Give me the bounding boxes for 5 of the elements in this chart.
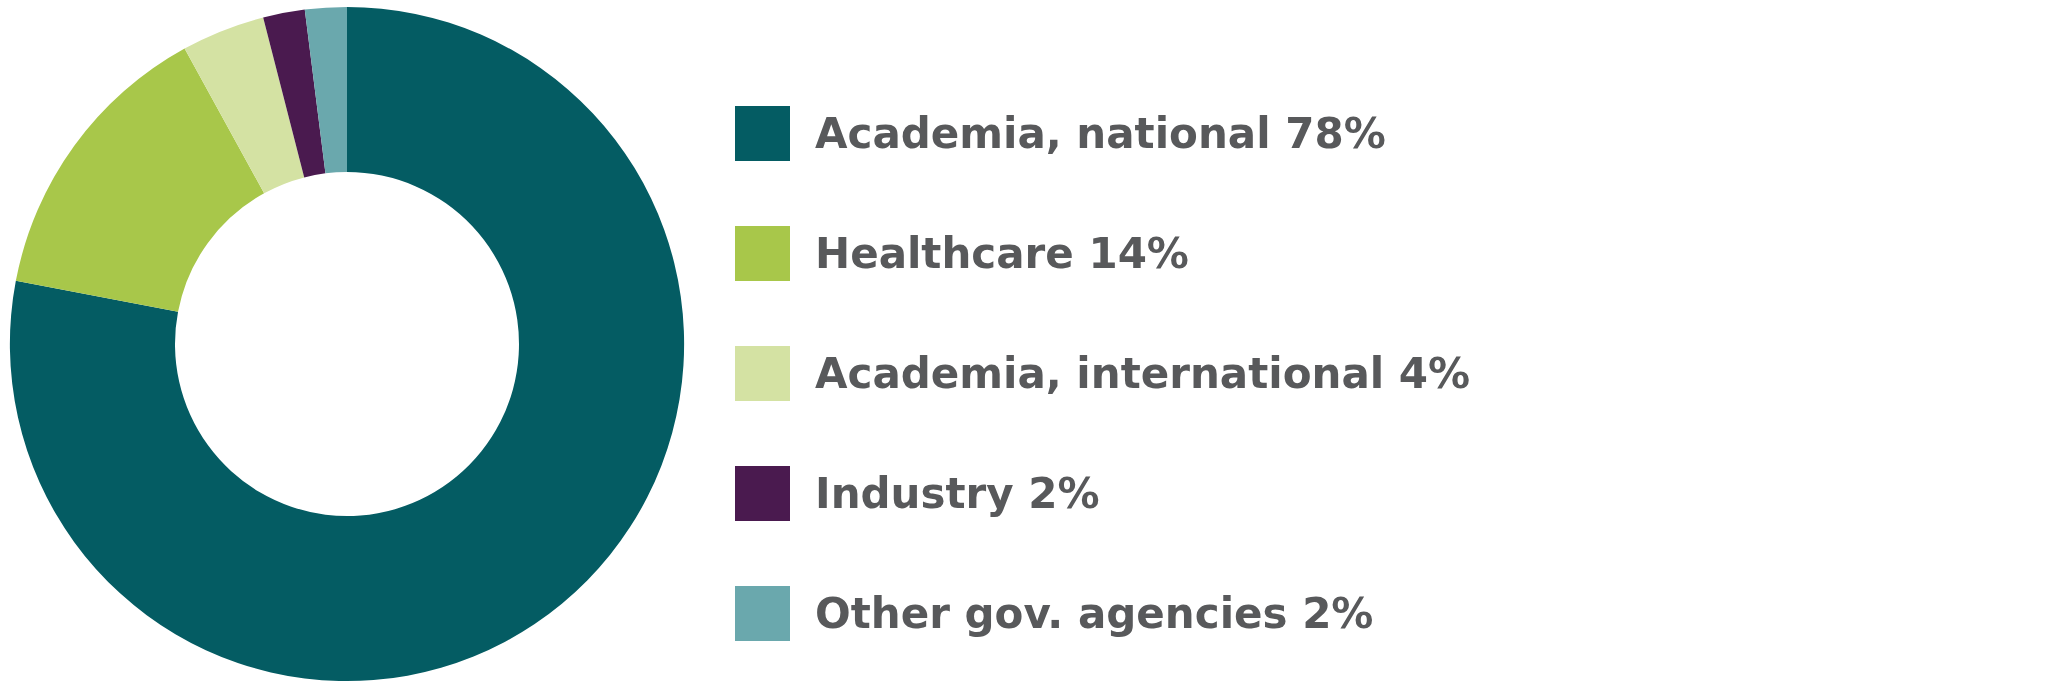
legend-label: Academia, international 4% bbox=[815, 349, 1471, 398]
legend-label: Other gov. agencies 2% bbox=[815, 589, 1374, 638]
legend-label: Academia, national 78% bbox=[815, 109, 1386, 158]
legend-label: Industry 2% bbox=[815, 469, 1100, 518]
legend-label: Healthcare 14% bbox=[815, 229, 1189, 278]
